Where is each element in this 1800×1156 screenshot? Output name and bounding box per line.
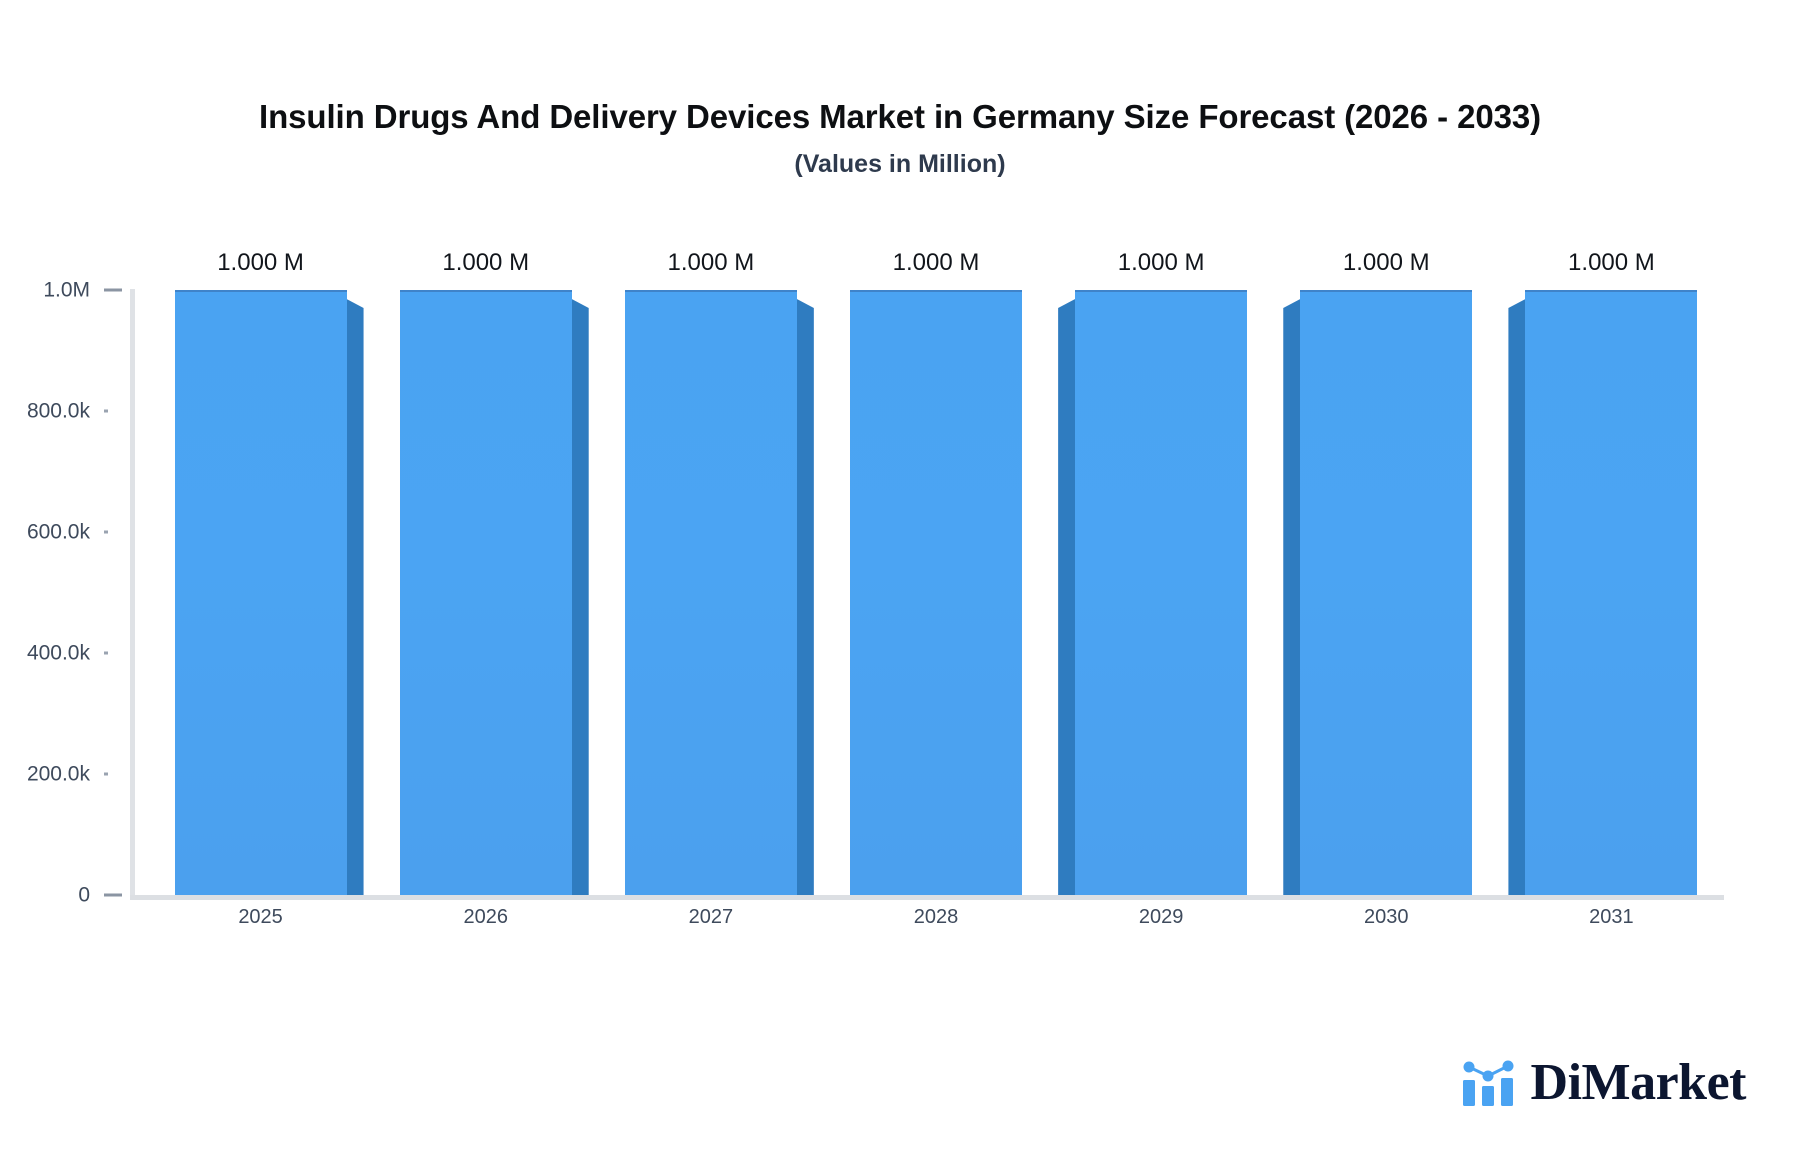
bar-face[interactable]: [174, 290, 347, 895]
y-axis-tick-label: 800.0k: [26, 399, 90, 423]
bar-face[interactable]: [1075, 290, 1248, 895]
y-axis-tick: 1.0M: [43, 280, 148, 301]
y-axis-tick-mark: [104, 772, 108, 776]
x-axis-label: 2030: [1364, 906, 1409, 928]
y-axis-tick-mark: [104, 409, 108, 413]
x-axis-labels: 2025 2026 2027 2028 2029 2030 2031: [148, 905, 1724, 929]
bar-value-label: 1.000 M: [1568, 249, 1655, 276]
y-axis-tick-mark: [104, 288, 122, 292]
y-axis-tick-label: 1.0M: [43, 278, 90, 302]
bar-value-label: 1.000 M: [442, 249, 530, 276]
bar-item[interactable]: 1.000 M: [1283, 250, 1473, 895]
x-axis-line: [130, 895, 1724, 900]
bar-face[interactable]: [1525, 290, 1698, 895]
x-axis-label: 2025: [238, 906, 283, 928]
bar-item[interactable]: 1.000 M: [1058, 250, 1248, 895]
bar-item[interactable]: 1.000 M: [624, 250, 814, 895]
y-axis-tick-label: 400.0k: [26, 641, 90, 665]
bar-value-label: 1.000 M: [1117, 249, 1205, 276]
chart-subtitle: (Values in Million): [794, 150, 1006, 178]
x-axis-label: 2027: [688, 906, 734, 928]
bar-value-label: 1.000 M: [1342, 249, 1430, 276]
bar-slot: 1.000 M: [823, 250, 1048, 895]
bar-item[interactable]: 1.000 M: [399, 250, 589, 895]
bar-slot: 1.000 M: [373, 250, 598, 895]
y-axis-tick: 800.0k: [27, 401, 148, 422]
page-title: Insulin Drugs And Delivery Devices Marke…: [259, 98, 1541, 135]
bar-face[interactable]: [624, 290, 797, 895]
bar-item[interactable]: 1.000 M: [1508, 250, 1698, 895]
bar-side-panel: [1283, 299, 1301, 895]
y-axis-tick-label: 200.0k: [26, 762, 90, 786]
y-axis-tick: 0: [78, 885, 148, 906]
bar-slot: 1.000 M: [1274, 250, 1499, 895]
y-axis-tick-mark: [104, 893, 122, 897]
y-axis-tick-label: 0: [78, 883, 90, 907]
bar-value-label: 1.000 M: [892, 249, 980, 276]
bar-chart-dots-icon: [1462, 1060, 1514, 1106]
logo-wordmark: DiMarket: [1530, 1054, 1747, 1111]
bar-side-panel: [796, 299, 814, 895]
bar-item[interactable]: 1.000 M: [849, 250, 1022, 895]
x-axis-label: 2029: [1138, 906, 1184, 928]
bar-side-panel: [346, 299, 364, 895]
bar-side-panel: [1508, 299, 1526, 895]
bar-slot: 1.000 M: [1499, 250, 1724, 895]
x-axis-label: 2031: [1589, 906, 1634, 928]
chart-header: Insulin Drugs And Delivery Devices Marke…: [0, 96, 1800, 180]
bar-value-label: 1.000 M: [667, 249, 755, 276]
bar-side-panel: [571, 299, 589, 895]
bar-face[interactable]: [399, 290, 572, 895]
y-axis-tick: 200.0k: [27, 764, 148, 785]
y-axis-tick-label: 600.0k: [26, 520, 90, 544]
bar-series: 1.000 M 1.000 M 1.000 M 1.000 M 1.000 M 1.000…: [148, 250, 1724, 895]
bar-face[interactable]: [1300, 290, 1473, 895]
y-axis-tick: 400.0k: [27, 643, 148, 664]
x-axis-label: 2028: [913, 906, 959, 928]
y-axis-tick-mark: [104, 651, 108, 655]
x-axis-label: 2026: [463, 906, 508, 928]
y-axis-tick-mark: [104, 530, 108, 534]
bar-slot: 1.000 M: [598, 250, 823, 895]
bar-slot: 1.000 M: [1049, 250, 1274, 895]
bar-item[interactable]: 1.000 M: [174, 250, 364, 895]
bar-value-label: 1.000 M: [217, 249, 304, 276]
bar-side-panel: [1058, 299, 1076, 895]
plot-area: 1.0M 800.0k 600.0k 400.0k 200.0k 0 1.000 M 1.0…: [27, 250, 1724, 906]
y-axis-tick: 600.0k: [27, 522, 148, 543]
dimarket-logo: DiMarket: [1461, 1054, 1747, 1111]
bar-face[interactable]: [849, 290, 1022, 895]
y-axis-spine: [130, 289, 135, 895]
bar-slot: 1.000 M: [148, 250, 373, 895]
